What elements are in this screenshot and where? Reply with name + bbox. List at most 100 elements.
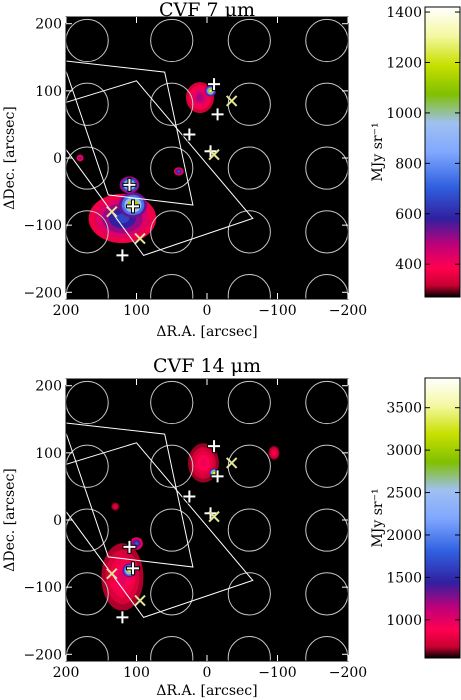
cross-marker-b: [225, 457, 238, 469]
plus-marker: [182, 127, 197, 142]
plus-marker: [210, 469, 225, 484]
chart-title: CVF 14 μm: [153, 355, 261, 377]
aperture-circle: [150, 636, 194, 661]
aperture-circle: [227, 18, 271, 63]
chart-title: CVF 7 μm: [159, 0, 255, 21]
colorbar-tick-label: 1000: [386, 106, 422, 122]
plus-marker: [207, 439, 222, 454]
y-tick-label: −200: [24, 647, 62, 663]
aperture-circle: [227, 572, 271, 616]
plus-marker: [122, 539, 137, 554]
emission-blob: [177, 170, 180, 173]
x-tick-label: 0: [203, 665, 212, 681]
emission-blob: [135, 542, 138, 545]
cross-marker: [106, 206, 118, 218]
colorbar-tick-label: 1400: [386, 5, 422, 21]
aperture-circle: [150, 18, 194, 63]
plus-marker: [182, 489, 197, 504]
emission-blob: [213, 472, 216, 474]
plot-background: [66, 379, 348, 661]
x-tick-label: −200: [329, 303, 367, 319]
y-tick-label: 0: [53, 151, 62, 167]
plus-marker: [122, 177, 137, 192]
cross-marker: [134, 594, 146, 607]
cross-marker: [134, 232, 146, 245]
colorbar-label: MJy sr⁻¹: [370, 488, 386, 547]
cross-marker-b: [134, 594, 146, 607]
cross-marker-b: [208, 148, 220, 161]
cross-marker-b: [208, 510, 220, 523]
aperture-circle: [150, 146, 194, 190]
colorbar-tick-label: 2000: [386, 528, 422, 544]
aperture-circle: [150, 508, 194, 552]
plus-marker: [125, 561, 140, 576]
x-tick-label: 200: [53, 303, 80, 319]
cross-marker: [106, 568, 118, 580]
cross-marker-b: [225, 95, 238, 107]
x-tick-label: −200: [329, 665, 367, 681]
emission-blob: [197, 94, 203, 101]
emission-blob: [200, 459, 207, 467]
x-tick-label: −100: [258, 665, 296, 681]
y-axis-label: ΔDec. [arcsec]: [2, 106, 18, 209]
colorbar-tick-label: 1200: [386, 55, 422, 71]
cross-marker: [208, 148, 220, 161]
x-tick-label: 200: [53, 665, 80, 681]
x-tick-label: 100: [123, 303, 150, 319]
plus-marker: [207, 77, 222, 92]
field-outline: [66, 60, 194, 206]
emission-blob: [272, 451, 276, 455]
y-axis-label: ΔDec. [arcsec]: [2, 468, 18, 571]
chart-svg-7um: CVF 7 μm 200 100 0 −100 −2002001000−100−200 …: [2, 0, 461, 340]
chart-panel-14um: CVF 14 μm 200 100 0 −100 −200 200 100 0 −100 −200…: [0, 350, 461, 700]
aperture-circle: [227, 210, 271, 254]
emission-blob: [209, 89, 212, 92]
colorbar-tick-label: 400: [395, 257, 422, 273]
aperture-circle: [227, 380, 271, 425]
y-tick-label: −100: [24, 218, 62, 234]
cross-marker: [208, 510, 220, 523]
colorbar-label: MJy sr⁻¹: [370, 122, 386, 181]
y-tick-label: 0: [53, 513, 62, 529]
plus-marker: [115, 248, 130, 263]
colorbar: [424, 6, 461, 298]
aperture-circle: [150, 444, 194, 488]
chart-panel-7um: CVF 7 μm 200 100 0 −100 −200 200 100 0 −100 −200 …: [2, 0, 461, 340]
colorbar-tick-label: 3000: [386, 443, 422, 459]
y-tick-label: −100: [24, 580, 62, 596]
emission-blob: [114, 505, 117, 508]
plot-background: [66, 17, 348, 299]
y-tick-label: 100: [35, 446, 62, 462]
colorbar: [424, 377, 461, 659]
aperture-circle: [227, 274, 271, 299]
cross-marker-b: [106, 568, 118, 580]
colorbar-tick-label: 1500: [386, 570, 422, 586]
y-tick-label: −200: [24, 285, 62, 301]
y-tick-label: 200: [35, 17, 62, 33]
plus-marker: [125, 199, 140, 214]
plus-marker: [210, 107, 225, 122]
aperture-circle: [227, 636, 271, 661]
x-tick-label: 0: [203, 303, 212, 319]
aperture-circle: [227, 146, 271, 190]
x-tick-label: −100: [258, 303, 296, 319]
aperture-circle: [150, 572, 194, 616]
colorbar-tick-label: 1000: [386, 613, 422, 629]
colorbar-tick-label: 2500: [386, 486, 422, 502]
aperture-circle: [150, 380, 194, 425]
aperture-circle: [150, 82, 194, 126]
colorbar-tick-label: 3500: [386, 401, 422, 417]
cross-marker: [225, 457, 238, 469]
cross-marker-b: [134, 232, 146, 245]
emission-blob: [79, 157, 81, 159]
colorbar-tick-label: 800: [395, 156, 422, 172]
colorbar-tick-label: 600: [395, 207, 422, 223]
aperture-circle: [150, 274, 194, 299]
aperture-circle: [227, 508, 271, 552]
cross-marker-b: [106, 206, 118, 218]
y-tick-label: 100: [35, 84, 62, 100]
emission-blob: [115, 213, 130, 224]
cross-marker: [225, 95, 238, 107]
field-outline: [66, 422, 194, 568]
x-axis-label: ΔR.A. [arcsec]: [156, 324, 257, 340]
